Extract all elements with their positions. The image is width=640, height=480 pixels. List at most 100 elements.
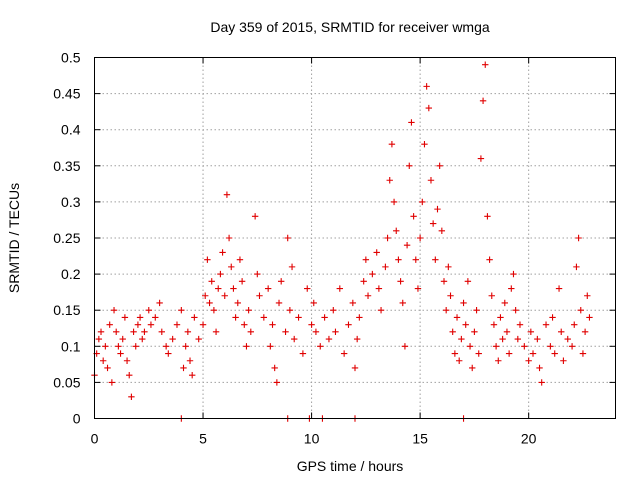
data-point [388,140,396,148]
data-point [501,299,508,307]
x-tick-label: 5 [199,431,207,447]
data-point [408,119,415,126]
data-point [584,292,591,299]
data-point [238,278,246,285]
data-point [401,343,409,350]
data-point [186,357,194,364]
data-point [399,299,406,307]
data-point [466,343,474,350]
data-point [169,335,176,343]
data-point [353,335,361,343]
data-point [460,299,467,307]
data-point [251,213,259,220]
data-point [510,270,517,278]
y-tick-label: 0.5 [61,50,81,66]
y-tick-label: 0.05 [53,374,80,390]
data-point [579,350,587,357]
data-point [542,321,550,328]
data-point [267,343,274,350]
data-point [117,350,124,357]
data-point [139,335,146,343]
data-point [136,314,144,321]
data-point [508,285,515,292]
data-point [241,321,248,328]
data-point [345,321,352,328]
data-point [555,285,563,292]
data-point [156,299,163,307]
data-point [505,350,513,357]
data-point [373,249,380,256]
data-point [351,364,359,372]
data-point [469,364,476,372]
data-point [356,314,363,321]
data-point [271,364,278,372]
data-point [571,321,578,328]
y-tick-label: 0.2 [61,266,81,282]
data-point [384,234,391,242]
data-point [219,249,226,256]
data-point [212,328,220,336]
data-point [145,307,152,314]
data-point [512,307,519,314]
data-point [416,234,424,242]
data-point [104,364,111,372]
data-point [223,191,231,198]
data-point [336,285,344,292]
data-point [199,321,207,328]
data-point [182,343,189,350]
data-point [560,357,567,364]
data-point [432,256,439,263]
data-point [180,364,187,372]
data-point [95,335,103,343]
data-point [282,328,289,336]
data-point [479,97,487,105]
data-point [440,278,448,285]
data-point [395,256,402,263]
data-point [423,83,430,90]
grid-lines [94,57,616,419]
data-point [115,343,122,350]
data-point [236,256,244,263]
data-point [471,328,478,336]
data-point [273,379,281,386]
data-point [558,328,565,336]
y-tick-label: 0.45 [53,86,80,102]
data-point [462,321,469,328]
data-point [288,263,296,271]
data-point [442,307,450,314]
data-point [99,357,107,364]
data-point [173,321,181,328]
data-point [499,335,506,343]
data-point [195,335,202,343]
data-point [427,177,435,184]
data-point [412,256,419,263]
data-point [390,198,398,206]
data-point [486,256,493,263]
data-point [438,227,446,234]
y-tick-label: 0.4 [61,122,81,138]
data-point [308,321,315,328]
data-point [349,299,357,307]
data-point [549,314,556,321]
data-point [132,343,139,350]
data-point [568,343,576,350]
data-point [429,220,437,227]
data-point [141,328,148,336]
data-point [536,364,543,372]
data-point [147,321,155,328]
data-point [382,263,389,271]
data-point [108,379,116,386]
x-tick-label: 10 [304,431,320,447]
data-point [275,299,283,307]
data-point [477,155,485,162]
y-tick-label: 0.1 [61,338,81,354]
data-point [340,350,348,357]
data-point [299,350,307,357]
data-point [575,234,582,242]
data-point [254,270,261,278]
data-point [403,242,411,249]
data-point [360,278,367,285]
data-point [419,198,426,206]
data-point [332,328,339,336]
data-point [165,350,172,357]
